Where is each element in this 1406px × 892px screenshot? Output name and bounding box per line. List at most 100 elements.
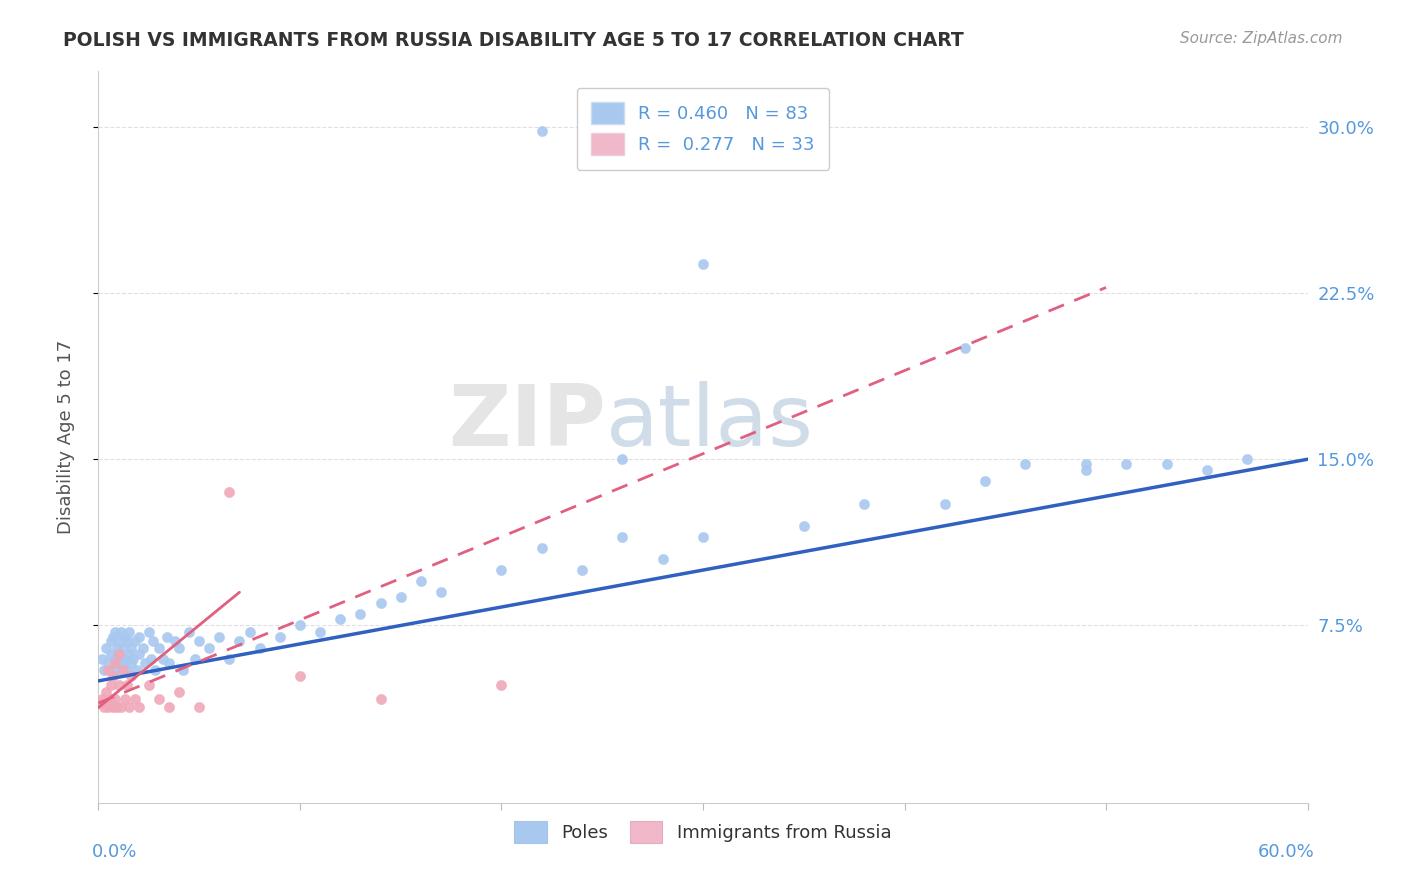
Point (530, 541, 553, 555)
Point (853, 497, 876, 511)
Point (974, 475, 997, 489)
Point (132, 640, 155, 655)
Point (370, 691, 392, 706)
Point (100, 678, 122, 692)
Point (167, 640, 190, 655)
Point (111, 656, 134, 670)
Text: 0.0%: 0.0% (91, 843, 136, 861)
Point (101, 663, 124, 677)
Point (491, 563, 513, 577)
Point (103, 656, 125, 670)
Point (128, 630, 150, 644)
Point (105, 640, 128, 655)
Point (107, 634, 129, 648)
Point (148, 640, 170, 655)
Point (692, 530, 714, 544)
Point (612, 530, 634, 544)
Point (118, 648, 141, 662)
Point (128, 700, 150, 714)
Point (121, 651, 143, 665)
Point (934, 497, 956, 511)
Point (110, 700, 132, 714)
Point (228, 634, 250, 648)
Text: Source: ZipAtlas.com: Source: ZipAtlas.com (1180, 31, 1343, 46)
Point (329, 612, 352, 626)
Point (93, 700, 115, 714)
Point (167, 685, 190, 699)
Point (101, 700, 124, 714)
Point (152, 651, 174, 665)
Point (101, 630, 124, 644)
Point (218, 485, 240, 500)
Point (100, 634, 122, 648)
Point (793, 518, 815, 533)
Point (111, 640, 134, 655)
Point (110, 625, 132, 640)
Point (110, 663, 132, 677)
Point (115, 634, 138, 648)
Point (97, 656, 120, 670)
Point (148, 691, 170, 706)
Point (96, 640, 118, 655)
Point (114, 651, 136, 665)
Point (1115, 457, 1137, 471)
Point (530, 124, 553, 138)
Point (96, 685, 118, 699)
Point (114, 691, 136, 706)
Point (1236, 452, 1258, 467)
Point (491, 678, 513, 692)
Point (111, 663, 134, 677)
Point (118, 700, 141, 714)
Point (288, 669, 311, 683)
Point (142, 634, 165, 648)
Point (172, 663, 194, 677)
Point (128, 648, 150, 662)
Point (571, 563, 593, 577)
Point (96, 696, 118, 710)
Point (107, 648, 129, 662)
Point (125, 663, 148, 677)
Point (370, 596, 392, 610)
Point (91, 691, 114, 706)
Point (188, 700, 211, 714)
Point (97, 663, 120, 677)
Point (124, 691, 146, 706)
Point (120, 656, 142, 670)
Point (134, 656, 156, 670)
Point (612, 452, 634, 467)
Point (114, 630, 136, 644)
Point (430, 585, 453, 599)
Point (91, 651, 114, 665)
Point (1156, 457, 1178, 471)
Point (103, 691, 125, 706)
Point (115, 678, 138, 692)
Point (101, 669, 124, 683)
Point (249, 640, 271, 655)
Point (138, 625, 160, 640)
Point (179, 625, 201, 640)
Point (953, 342, 976, 356)
Point (1014, 457, 1036, 471)
Point (349, 607, 371, 622)
Point (269, 630, 291, 644)
Point (124, 634, 146, 648)
Point (184, 651, 207, 665)
Point (1074, 463, 1097, 477)
Point (103, 625, 125, 640)
Point (107, 648, 129, 662)
Point (188, 634, 211, 648)
Point (157, 656, 180, 670)
Point (105, 656, 128, 670)
Point (143, 663, 166, 677)
Point (163, 634, 186, 648)
Point (208, 630, 231, 644)
Point (93, 663, 115, 677)
Point (138, 678, 160, 692)
Point (389, 590, 412, 604)
Point (139, 651, 162, 665)
Point (288, 618, 311, 632)
Point (100, 691, 122, 706)
Point (97, 700, 120, 714)
Point (107, 678, 129, 692)
Point (1074, 457, 1097, 471)
